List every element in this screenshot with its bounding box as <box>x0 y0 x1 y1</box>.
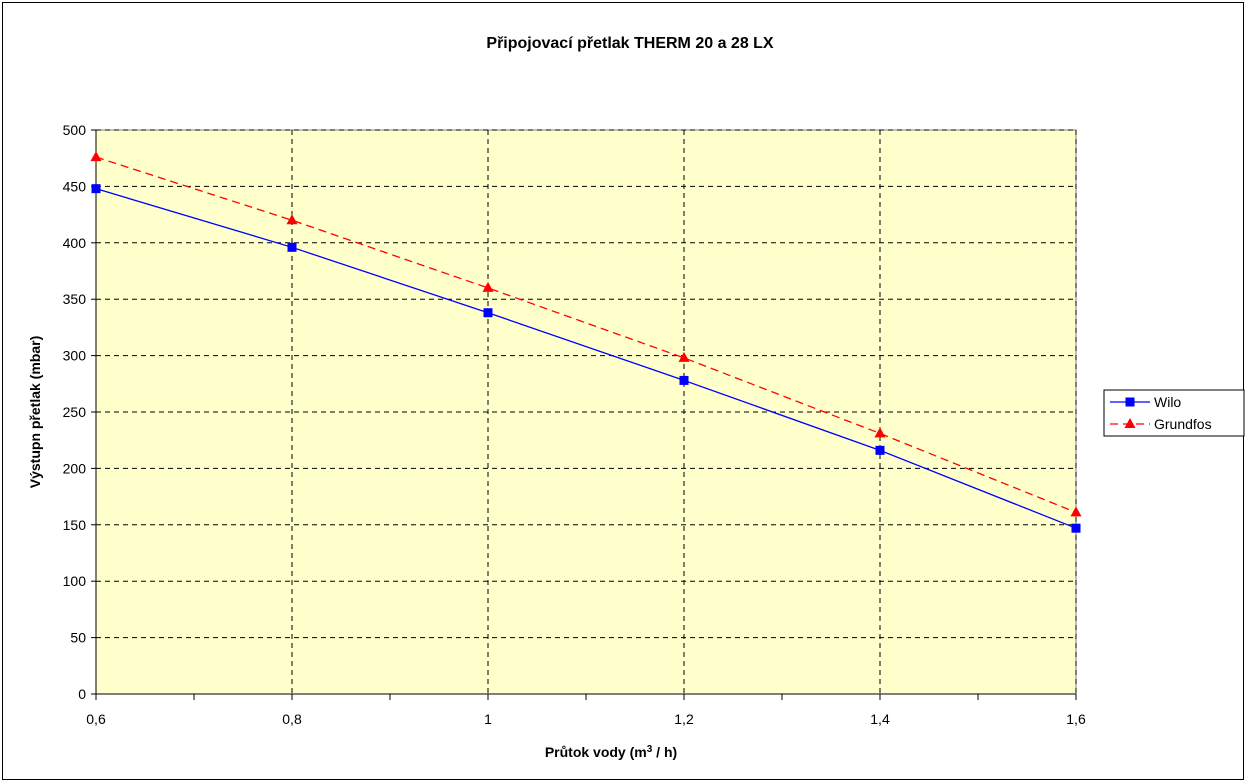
data-point <box>679 375 689 385</box>
x-tick-label: 1,6 <box>1066 711 1086 727</box>
data-point <box>1071 523 1081 533</box>
x-tick-label: 0,6 <box>86 711 106 727</box>
legend-marker <box>1124 418 1136 428</box>
y-tick-label: 500 <box>63 122 87 138</box>
y-tick-label: 100 <box>63 573 87 589</box>
legend-label: Wilo <box>1154 394 1181 410</box>
x-tick-label: 1,2 <box>674 711 694 727</box>
legend: Wilo Grundfos <box>1103 389 1245 437</box>
series-grundfos <box>90 151 1082 517</box>
series-wilo <box>91 184 1081 533</box>
x-axis-title-suffix: / h) <box>652 744 677 760</box>
series-line <box>95 188 1077 529</box>
axes <box>91 129 1077 700</box>
data-point <box>91 184 101 194</box>
y-tick-label: 300 <box>63 348 87 364</box>
data-point <box>90 151 102 162</box>
x-tick-label: 1,4 <box>870 711 890 727</box>
x-tick-label: 0,8 <box>282 711 302 727</box>
legend-marker <box>1125 397 1135 407</box>
data-point <box>875 445 885 455</box>
grid <box>96 129 1077 694</box>
y-tick-label: 50 <box>70 630 86 646</box>
data-point <box>287 242 297 252</box>
x-axis-title-prefix: Průtok vody (m <box>545 744 647 760</box>
chart-title: Připojovací přetlak THERM 20 a 28 LX <box>486 35 774 52</box>
series <box>90 151 1082 533</box>
y-tick-label: 150 <box>63 517 87 533</box>
x-tick-label: 1 <box>484 711 492 727</box>
series-line <box>95 156 1077 513</box>
data-point <box>483 308 493 318</box>
data-point <box>874 427 886 438</box>
data-point <box>678 351 690 362</box>
legend-label: Grundfos <box>1154 416 1212 432</box>
tick-labels: 0 50 100 150 200 250 300 350 400 450 500 0,6 0,8 1 1,2… <box>63 122 1086 727</box>
y-tick-label: 250 <box>63 404 87 420</box>
data-point <box>286 214 298 225</box>
y-tick-label: 0 <box>78 686 86 702</box>
y-axis-title: Výstupn přetlak (mbar) <box>27 336 43 488</box>
data-point <box>1070 506 1082 517</box>
y-tick-label: 400 <box>63 235 87 251</box>
y-tick-label: 200 <box>63 460 87 476</box>
x-axis-title-sup: 3 <box>647 744 653 755</box>
legend-item-wilo: Wilo <box>1110 394 1181 410</box>
y-tick-label: 350 <box>63 291 87 307</box>
x-axis-title: Průtok vody (m3 / h) <box>545 744 677 761</box>
y-tick-label: 450 <box>63 178 87 194</box>
data-point <box>482 281 494 292</box>
legend-item-grundfos: Grundfos <box>1110 416 1212 432</box>
